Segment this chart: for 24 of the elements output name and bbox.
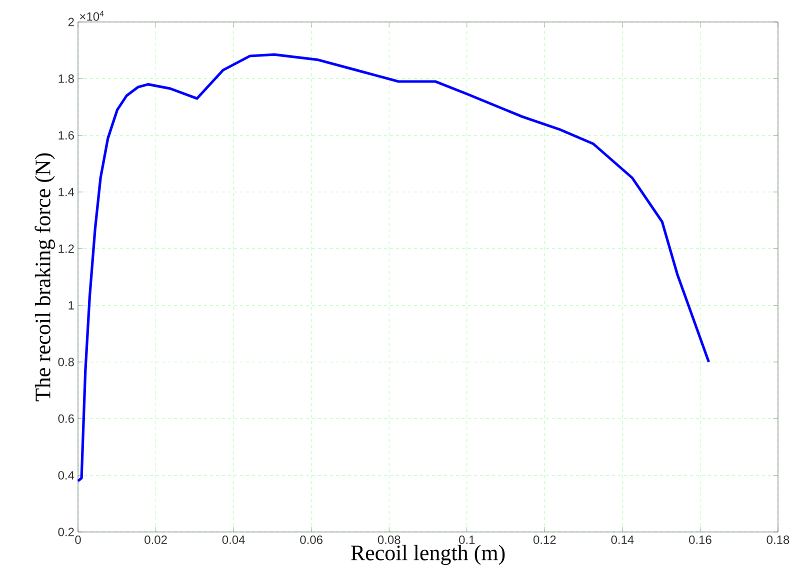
- y-tick-label: 0.6: [58, 414, 74, 423]
- x-tick-label: 0.12: [533, 536, 556, 544]
- line-series: [76, 53, 710, 482]
- text: ×10$^{4}$: [80, 10, 104, 21]
- x-axis-title: Recoil length (m): [351, 544, 505, 565]
- y-tick-label: 1.4: [58, 188, 74, 196]
- x-tick-label: 0.16: [689, 536, 712, 544]
- x-tick-label: 0.04: [222, 536, 245, 544]
- x-tick-label: 0.08: [378, 536, 400, 544]
- y-tick-label: 1.2: [58, 244, 74, 253]
- x-tick-label: 0: [75, 536, 81, 544]
- x-tick-label: 0.1: [459, 536, 475, 544]
- x-tick-label: 0.06: [300, 536, 322, 544]
- y-tick-label: 0.4: [58, 471, 74, 480]
- y-tick-label: 2: [68, 18, 74, 26]
- y-tick-label: 0.8: [58, 358, 74, 366]
- x-tick-label: 0.18: [766, 536, 790, 544]
- x-tick-label: 0.02: [144, 536, 167, 544]
- y-tick-label: 0.2: [58, 528, 74, 536]
- x-tick-label: 0.14: [611, 536, 634, 544]
- y-tick-label: 1: [68, 301, 74, 310]
- y-tick-label: 1.6: [58, 131, 74, 140]
- y-axis-title: The recoil braking force (N): [34, 153, 55, 402]
- y-tick-label: 1.8: [58, 74, 74, 83]
